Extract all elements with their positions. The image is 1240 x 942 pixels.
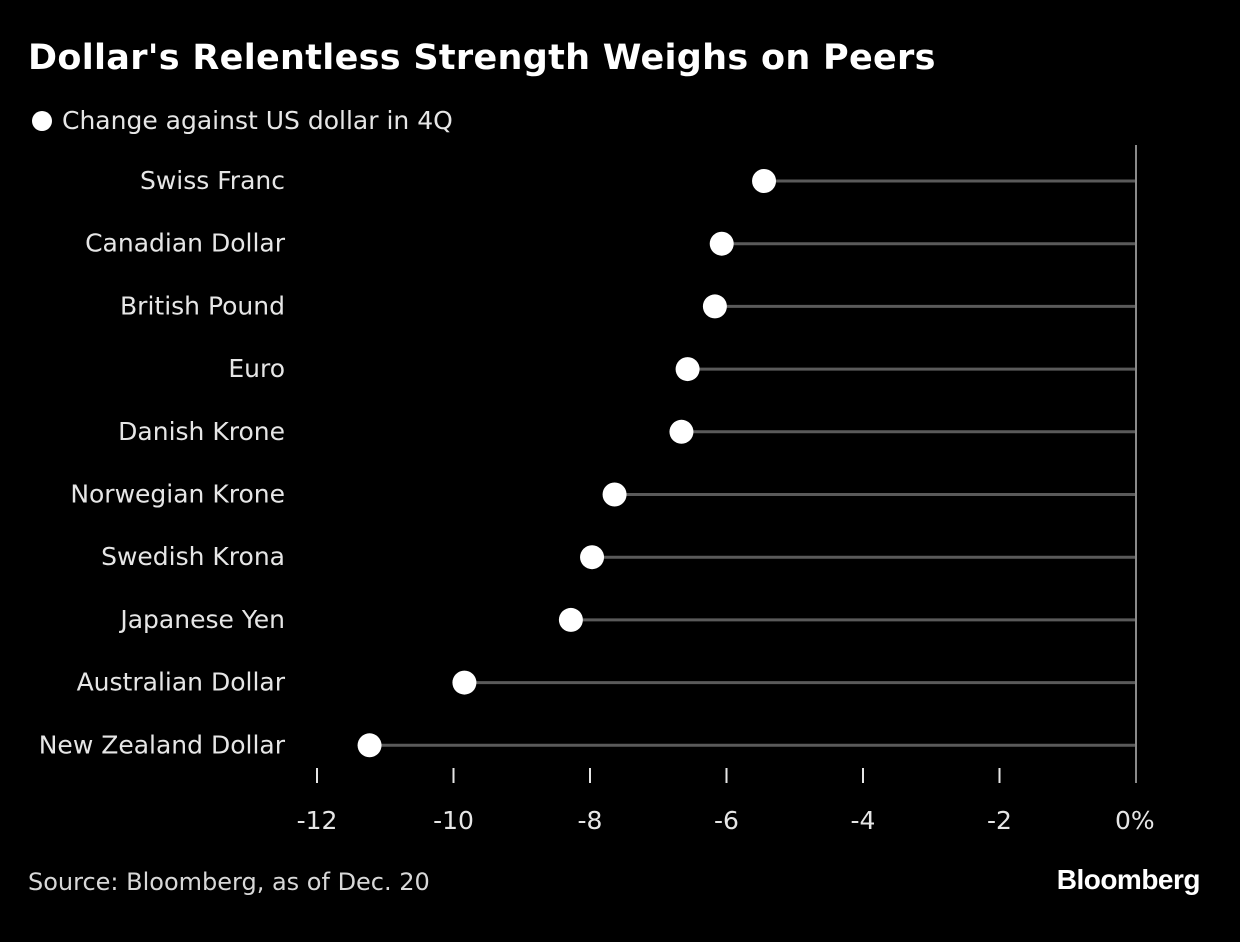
x-tick-label-0: -12	[297, 806, 338, 835]
bloomberg-logo: Bloomberg	[1056, 864, 1201, 895]
x-tick-label-3: -6	[714, 806, 739, 835]
category-labels: Swiss Franc Canadian Dollar British Pound E…	[39, 166, 286, 759]
marker-danish-krone	[669, 419, 694, 444]
marker-japanese-yen	[558, 607, 583, 632]
marker-swiss-franc	[752, 169, 777, 193]
marker-norwegian-krone	[602, 482, 627, 507]
x-tick-label-6: 0%	[1115, 806, 1155, 835]
x-tick-label-4: -4	[851, 806, 876, 835]
legend-marker-icon	[32, 110, 52, 131]
markers-group	[357, 169, 777, 758]
marker-swedish-krona	[580, 545, 605, 570]
marker-euro	[675, 357, 700, 382]
marker-canadian-dollar	[709, 231, 734, 256]
chart-title: Dollar's Relentless Strength Weighs on P…	[28, 38, 936, 78]
x-tick-label-2: -8	[578, 806, 603, 835]
category-label-canadian-dollar: Canadian Dollar	[85, 229, 286, 258]
legend-label: Change against US dollar in 4Q	[62, 106, 453, 135]
category-label-new-zealand-dollar: New Zealand Dollar	[39, 730, 286, 759]
category-label-norwegian-krone: Norwegian Krone	[70, 480, 285, 509]
category-label-australian-dollar: Australian Dollar	[77, 668, 286, 697]
x-axis-ticks	[316, 768, 1001, 783]
x-tick-label-1: -10	[433, 806, 474, 835]
category-label-danish-krone: Danish Krone	[118, 417, 285, 446]
category-label-japanese-yen: Japanese Yen	[118, 605, 285, 634]
stems-group	[369, 179, 1136, 747]
x-axis-tick-labels: -12 -10 -8 -6 -4 -2 0%	[297, 806, 1155, 835]
source-note: Source: Bloomberg, as of Dec. 20	[28, 868, 430, 896]
category-label-swiss-franc: Swiss Franc	[140, 166, 285, 195]
legend: Change against US dollar in 4Q	[32, 106, 453, 135]
marker-australian-dollar	[452, 670, 477, 695]
x-tick-label-5: -2	[987, 806, 1012, 835]
marker-new-zealand-dollar	[357, 733, 382, 758]
marker-british-pound	[702, 294, 727, 319]
category-label-swedish-krona: Swedish Krona	[101, 542, 285, 571]
category-label-euro: Euro	[228, 354, 285, 383]
category-label-british-pound: British Pound	[120, 291, 285, 320]
